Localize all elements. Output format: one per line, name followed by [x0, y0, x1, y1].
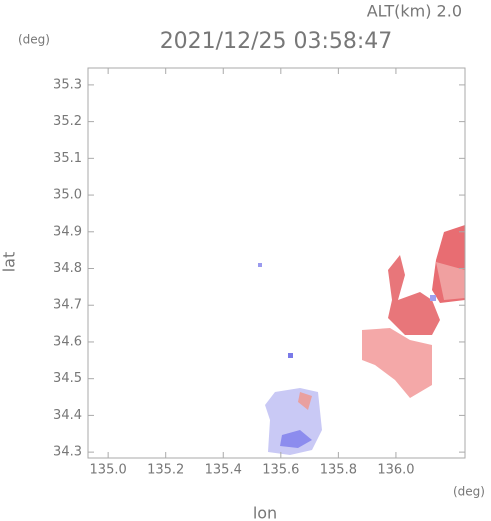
y-tick-label: 35.2 [53, 114, 82, 129]
y-tick-label: 34.9 [53, 224, 82, 239]
altitude-label: ALT(km) 2.0 [367, 2, 462, 21]
y-unit: (deg) [18, 33, 50, 47]
y-tick-label: 35.3 [53, 77, 82, 92]
chart-title: 2021/12/25 03:58:47 [160, 29, 393, 54]
y-tick-label: 34.6 [53, 334, 82, 349]
y-tick-label: 35.0 [53, 188, 82, 203]
y-tick-label: 34.8 [53, 261, 82, 276]
plot-frame [87, 67, 466, 459]
x-axis-label: lon [253, 504, 277, 521]
x-tick-label: 135.8 [320, 463, 357, 478]
x-tick-label: 135.2 [147, 463, 184, 478]
x-tick-label: 135.0 [90, 463, 127, 478]
y-tick-label: 34.5 [53, 371, 82, 386]
y-axis-label: lat [0, 252, 19, 273]
y-tick-label: 34.7 [53, 298, 82, 313]
radar-echo [258, 225, 465, 455]
y-tick-label: 35.1 [53, 151, 82, 166]
x-tick-label: 135.4 [205, 463, 242, 478]
y-tick-label: 34.4 [53, 408, 82, 423]
x-tick-label: 135.6 [262, 463, 299, 478]
x-unit: (deg) [453, 485, 485, 499]
x-tick-label: 136.0 [377, 463, 414, 478]
y-tick-label: 34.3 [53, 445, 82, 460]
